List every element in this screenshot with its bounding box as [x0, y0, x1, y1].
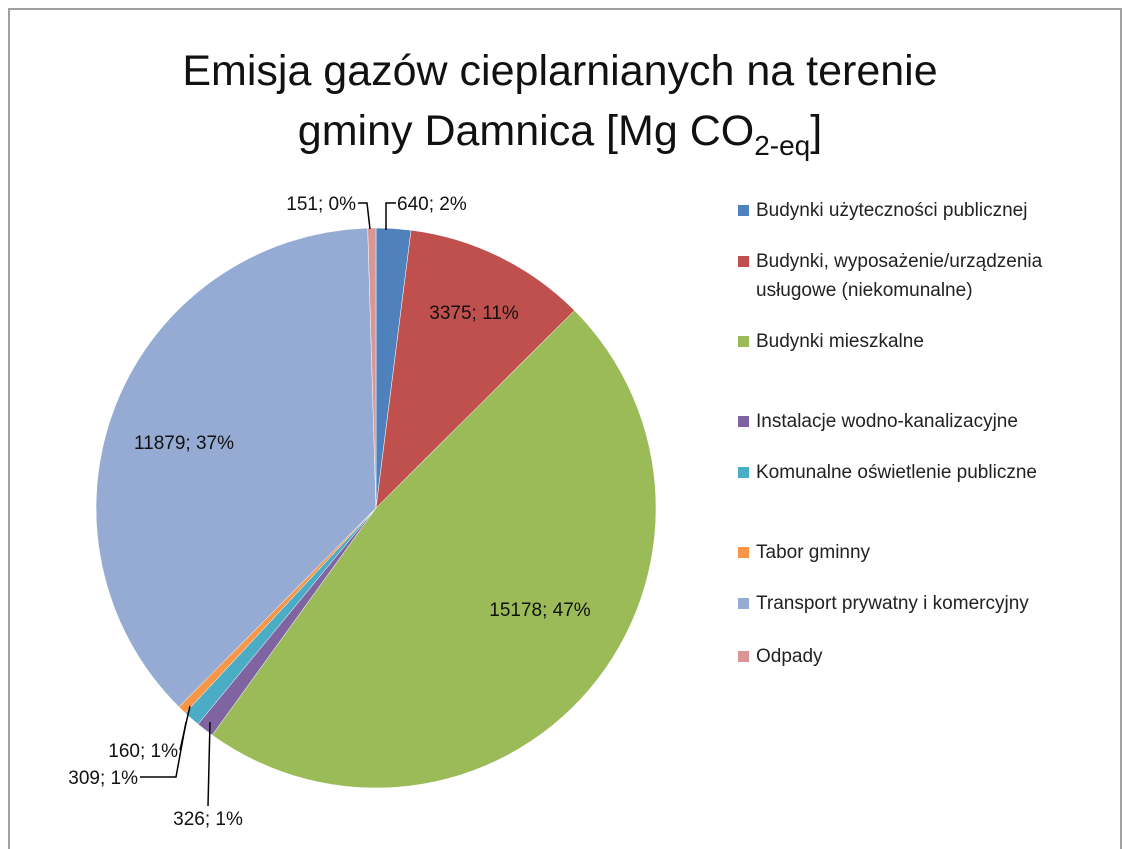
legend-item: Budynki, wyposażenie/urządzenia usługowe… [738, 247, 1101, 305]
leader-line [179, 705, 191, 751]
pie-slice [367, 227, 377, 509]
chart-title: gminy Damnica [Mg CO2-eq] [298, 107, 822, 161]
pie-slice [375, 229, 575, 509]
legend-swatch [738, 651, 749, 662]
pie-slice [95, 227, 377, 708]
legend-label: Budynki mieszkalne [756, 331, 924, 352]
data-label: 151; 0% [286, 194, 356, 215]
leader-line [385, 202, 396, 230]
data-label: 640; 2% [397, 194, 467, 215]
data-label: 326; 1% [173, 809, 243, 830]
legend-swatch [738, 467, 749, 478]
legend-item: Transport prywatny i komercyjny [738, 589, 1101, 618]
title-part: gminy Damnica [Mg CO [298, 107, 754, 155]
legend-item: Odpady [738, 642, 1101, 671]
legend-item: Tabor gminny [738, 538, 1101, 567]
leader-line [358, 202, 371, 230]
legend-label: Odpady [756, 646, 823, 667]
data-label: 15178; 47% [489, 600, 591, 621]
legend-item: Komunalne oświetlenie publiczne [738, 458, 1101, 487]
title-part: ] [810, 107, 822, 155]
legend-swatch [738, 336, 749, 347]
data-label: 3375; 11% [429, 303, 519, 324]
legend-label: Transport prywatny i komercyjny [756, 593, 1029, 614]
legend-item: Instalacje wodno-kanalizacyjne [738, 407, 1101, 436]
legend-label: Komunalne oświetlenie publiczne [756, 462, 1037, 483]
legend-swatch [738, 598, 749, 609]
legend-label: Instalacje wodno-kanalizacyjne [756, 411, 1018, 432]
legend-label: Budynki użyteczności publicznej [756, 200, 1028, 221]
legend-swatch [738, 205, 749, 216]
legend-item: Budynki mieszkalne [738, 327, 1101, 356]
data-label: 11879; 37% [134, 433, 234, 454]
data-label: 309; 1% [68, 768, 138, 789]
leader-line [207, 721, 211, 807]
pie-slice [211, 310, 657, 789]
legend-swatch [738, 416, 749, 427]
legend-label: Tabor gminny [756, 542, 871, 563]
chart-title: Emisja gazów cieplarnianych na terenie [182, 47, 937, 95]
legend-swatch [738, 547, 749, 558]
legend: Budynki użyteczności publicznej Budynki, … [738, 196, 1118, 671]
legend-label: Budynki, wyposażenie/urządzenia usługowe… [756, 251, 1043, 301]
data-label: 160; 1% [108, 741, 178, 762]
title-subscript: 2-eq [754, 130, 810, 161]
legend-item: Budynki użyteczności publicznej [738, 196, 1101, 225]
legend-swatch [738, 256, 749, 267]
